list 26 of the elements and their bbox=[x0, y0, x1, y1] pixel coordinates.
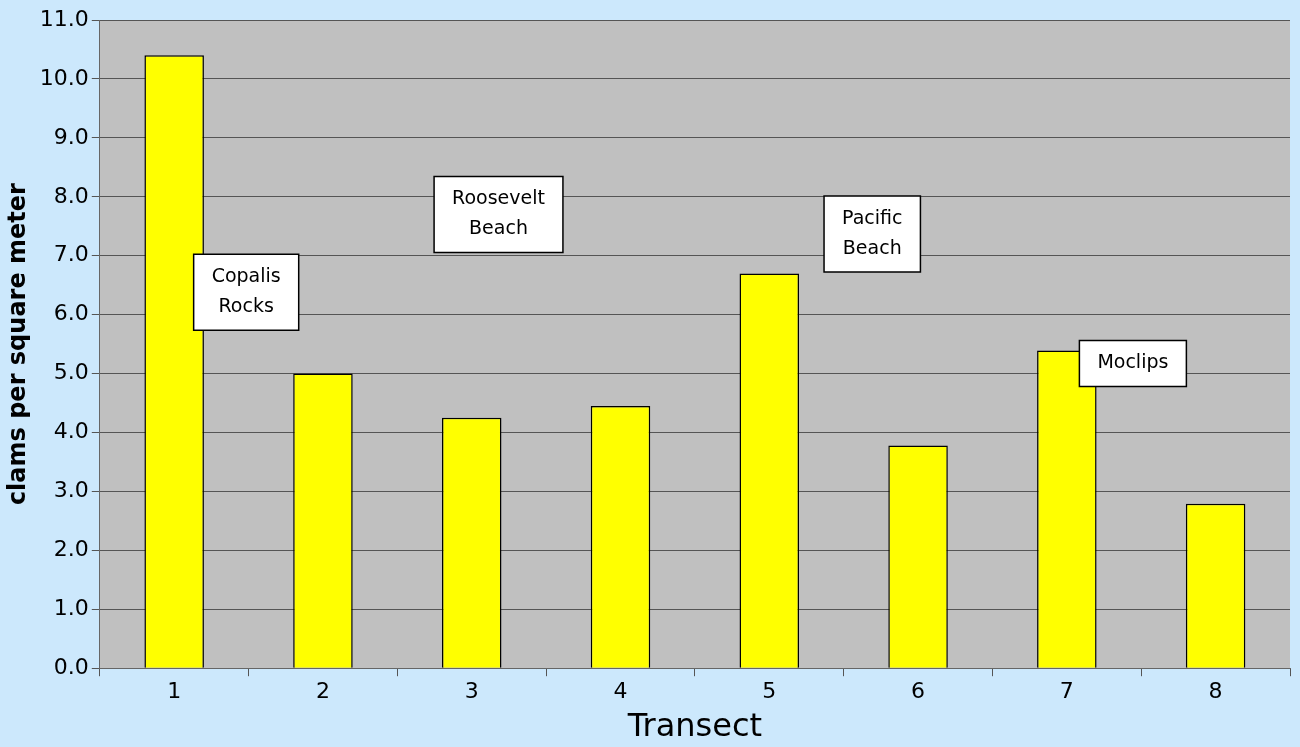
x-tick-label: 7 bbox=[1059, 678, 1074, 704]
x-tick-label: 1 bbox=[167, 678, 182, 704]
y-tick-label: 1.0 bbox=[53, 594, 89, 620]
x-tick-label: 8 bbox=[1208, 678, 1223, 704]
x-tick-label: 3 bbox=[464, 678, 479, 704]
annotation: Copalis Rocks bbox=[211, 264, 281, 317]
x-tick-label: 2 bbox=[315, 678, 330, 704]
y-tick-label: 3.0 bbox=[53, 477, 89, 503]
y-axis-title: clams per square meter bbox=[2, 182, 31, 506]
y-tick-label: 11.0 bbox=[39, 5, 89, 31]
y-tick-label: 9.0 bbox=[53, 123, 89, 149]
annotation: Moclips bbox=[1097, 350, 1169, 373]
x-tick-label: 4 bbox=[613, 678, 628, 704]
x-tick-label: 5 bbox=[762, 678, 777, 704]
annotation: Pacific Beach bbox=[842, 205, 903, 258]
y-tick-label: 2.0 bbox=[53, 536, 89, 562]
y-tick-label: 4.0 bbox=[53, 418, 89, 444]
x-axis-title: Transect bbox=[626, 706, 763, 745]
y-tick-label: 10.0 bbox=[39, 64, 89, 90]
y-tick-label: 7.0 bbox=[53, 241, 89, 267]
y-tick-label: 6.0 bbox=[53, 300, 89, 326]
annotation: Roosevelt Beach bbox=[452, 186, 545, 239]
y-tick-label: 5.0 bbox=[53, 359, 89, 385]
x-tick-label: 6 bbox=[911, 678, 926, 704]
y-tick-label: 8.0 bbox=[53, 182, 89, 208]
y-tick-label: 0.0 bbox=[53, 653, 89, 679]
